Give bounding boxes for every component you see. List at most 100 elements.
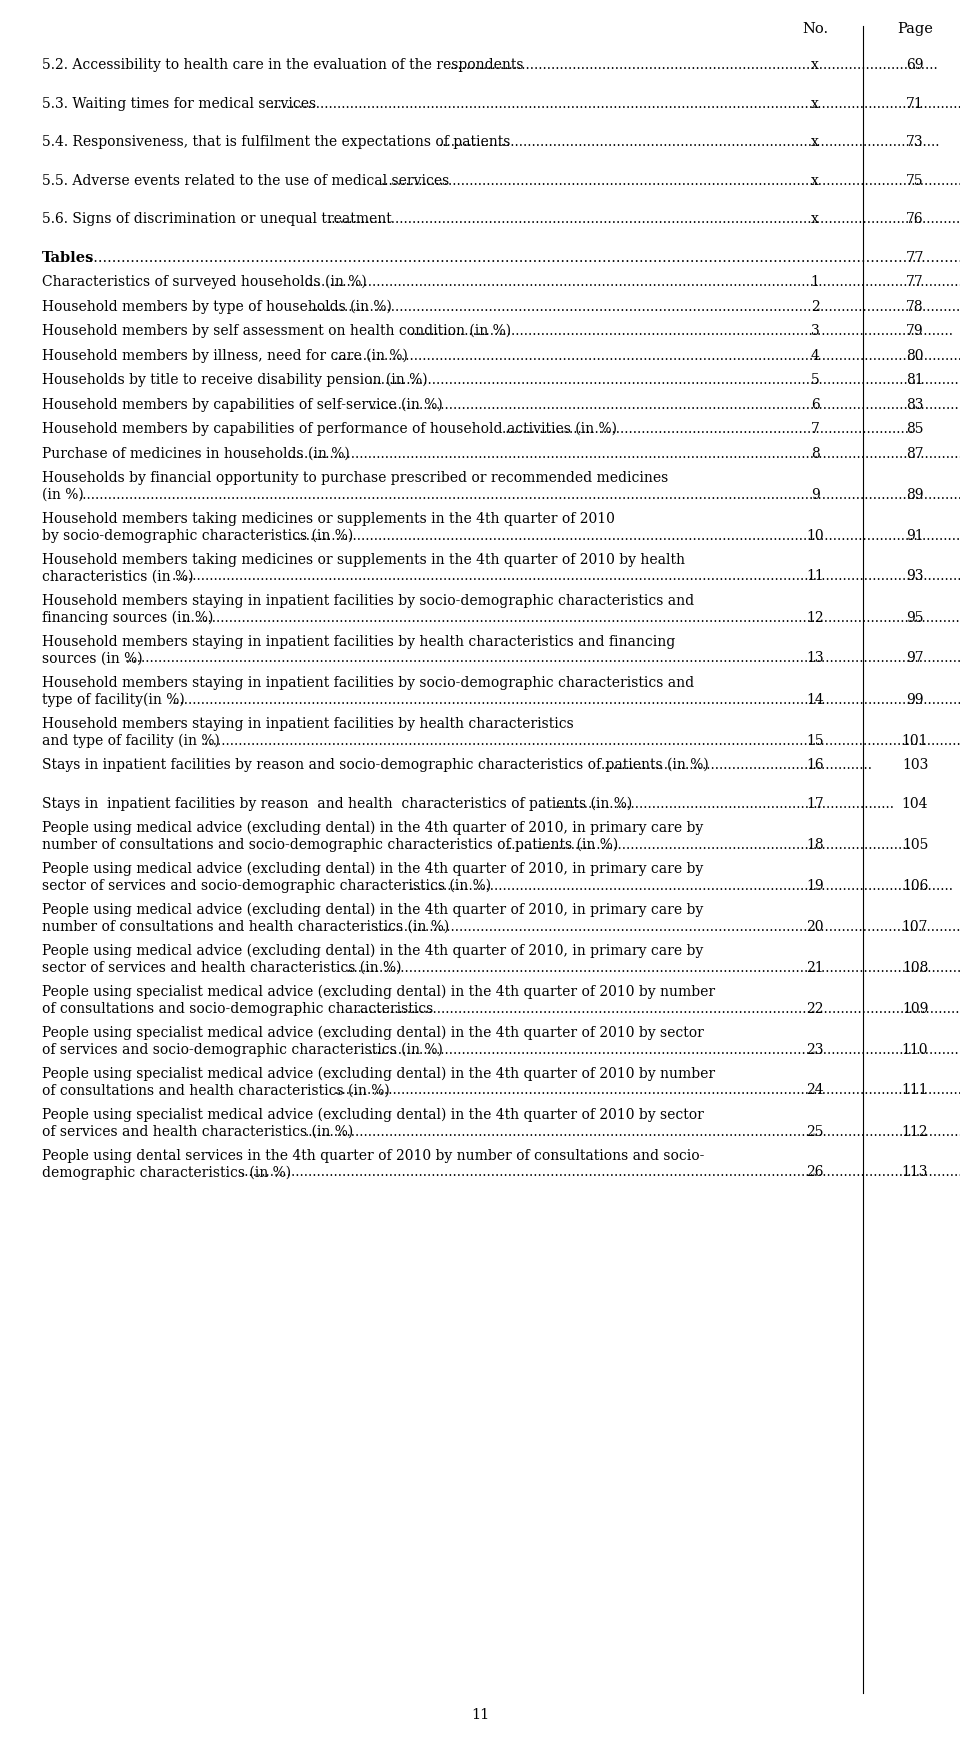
Text: ................................................................................: ........................................… [84,251,960,265]
Text: 16: 16 [806,757,824,771]
Text: x: x [811,58,819,72]
Text: 107: 107 [901,920,928,934]
Text: 71: 71 [906,96,924,110]
Text: People using medical advice (excluding dental) in the 4th quarter of 2010, in pr: People using medical advice (excluding d… [42,944,704,958]
Text: sector of services and socio-demographic characteristics (in %): sector of services and socio-demographic… [42,878,492,893]
Text: ................................................................................: ........................................… [172,693,960,707]
Text: 5.3. Waiting times for medical services: 5.3. Waiting times for medical services [42,96,316,110]
Text: 110: 110 [901,1042,928,1056]
Text: ................................................................................: ........................................… [328,211,960,227]
Text: ................................................................................: ........................................… [374,920,960,934]
Text: People using specialist medical advice (excluding dental) in the 4th quarter of : People using specialist medical advice (… [42,1066,715,1082]
Text: ................................................................................: ........................................… [241,1166,960,1180]
Text: Stays in  inpatient facilities by reason  and health  characteristics of patient: Stays in inpatient facilities by reason … [42,796,633,811]
Text: 76: 76 [906,211,924,227]
Text: of services and health characteristics (in %): of services and health characteristics (… [42,1124,353,1138]
Text: 93: 93 [906,569,924,583]
Text: 75: 75 [906,173,924,187]
Text: 15: 15 [806,733,824,747]
Text: 19: 19 [806,878,824,892]
Text: 8: 8 [810,447,820,461]
Text: Household members staying in inpatient facilities by health characteristics and : Household members staying in inpatient f… [42,635,675,649]
Text: Household members by self assessment on health condition (in %): Household members by self assessment on … [42,325,511,339]
Text: 105: 105 [901,838,928,852]
Text: 112: 112 [901,1124,928,1138]
Text: 73: 73 [906,134,924,148]
Text: Household members staying in inpatient facilities by health characteristics: Household members staying in inpatient f… [42,717,574,731]
Text: 5.4. Responsiveness, that is fulfilment the expectations of patients: 5.4. Responsiveness, that is fulfilment … [42,134,511,148]
Text: ................................................................................: ........................................… [172,569,960,583]
Text: number of consultations and health characteristics (in %): number of consultations and health chara… [42,920,449,934]
Text: x: x [811,173,819,187]
Text: 11: 11 [806,569,824,583]
Text: 9: 9 [810,487,820,501]
Text: Household members by capabilities of performance of household activities (in %): Household members by capabilities of per… [42,422,617,436]
Text: 87: 87 [906,447,924,461]
Text: demographic characteristics (in %): demographic characteristics (in %) [42,1166,291,1180]
Text: Household members staying in inpatient facilities by socio-demographic character: Household members staying in inpatient f… [42,675,694,689]
Text: 109: 109 [901,1002,928,1016]
Text: Households by title to receive disability pension (in %): Households by title to receive disabilit… [42,373,427,387]
Text: x: x [811,96,819,110]
Text: and type of facility (in %): and type of facility (in %) [42,733,220,749]
Text: Household members by type of households (in %): Household members by type of households … [42,300,392,314]
Text: 26: 26 [806,1166,824,1180]
Text: 21: 21 [806,960,824,974]
Text: 95: 95 [906,611,924,625]
Text: 23: 23 [806,1042,824,1056]
Text: 103: 103 [901,757,928,771]
Text: ................................................................................: ........................................… [380,173,960,187]
Text: 91: 91 [906,529,924,543]
Text: 6: 6 [810,398,820,412]
Text: ................................................................................: ........................................… [294,529,960,543]
Text: 5.5. Adverse events related to the use of medical services: 5.5. Adverse events related to the use o… [42,173,449,187]
Text: Stays in inpatient facilities by reason and socio-demographic characteristics of: Stays in inpatient facilities by reason … [42,757,708,773]
Text: ................................................................................: ........................................… [334,349,960,363]
Text: 108: 108 [901,960,928,974]
Text: 2: 2 [810,300,820,314]
Text: 104: 104 [901,796,928,810]
Text: financing sources (in %): financing sources (in %) [42,611,213,625]
Text: 3: 3 [810,325,820,339]
Text: of consultations and health characteristics (in %): of consultations and health characterist… [42,1084,390,1098]
Text: 99: 99 [906,693,924,707]
Text: ................................................................................: ........................................… [79,487,960,501]
Text: People using specialist medical advice (excluding dental) in the 4th quarter of : People using specialist medical advice (… [42,1026,704,1040]
Text: 83: 83 [906,398,924,412]
Text: 81: 81 [906,373,924,387]
Text: 78: 78 [906,300,924,314]
Text: 77: 77 [905,251,924,265]
Text: People using medical advice (excluding dental) in the 4th quarter of 2010, in pr: People using medical advice (excluding d… [42,820,704,836]
Text: 1: 1 [810,276,820,290]
Text: 113: 113 [901,1166,928,1180]
Text: 97: 97 [906,651,924,665]
Text: ................................................................................: ........................................… [346,960,960,974]
Text: x: x [811,211,819,227]
Text: ................................................................................: ........................................… [201,733,960,747]
Text: People using specialist medical advice (excluding dental) in the 4th quarter of : People using specialist medical advice (… [42,1108,704,1122]
Text: 11: 11 [470,1708,490,1722]
Text: ................................................................................: ........................................… [270,96,960,110]
Text: ................................................................................: ........................................… [508,838,912,852]
Text: 69: 69 [906,58,924,72]
Text: Household members staying in inpatient facilities by socio-demographic character: Household members staying in inpatient f… [42,593,694,607]
Text: of services and socio-demographic characteristics (in %): of services and socio-demographic charac… [42,1042,443,1057]
Text: ................................................................................: ........................................… [502,422,915,436]
Text: 17: 17 [806,796,824,810]
Text: ................................................................................: ........................................… [125,651,960,665]
Text: ................................................................................: ........................................… [311,300,960,314]
Text: 5: 5 [810,373,820,387]
Text: 20: 20 [806,920,824,934]
Text: 89: 89 [906,487,924,501]
Text: 85: 85 [906,422,924,436]
Text: Household members by capabilities of self-service (in %): Household members by capabilities of sel… [42,398,443,412]
Text: ................................................................................: ........................................… [439,134,940,148]
Text: type of facility(in %): type of facility(in %) [42,693,184,707]
Text: ................................................................................: ........................................… [305,276,960,290]
Text: 18: 18 [806,838,824,852]
Text: 4: 4 [810,349,820,363]
Text: 7: 7 [810,422,820,436]
Text: sources (in %): sources (in %) [42,651,143,665]
Text: ................................................................................: ........................................… [369,1042,960,1056]
Text: 79: 79 [906,325,924,339]
